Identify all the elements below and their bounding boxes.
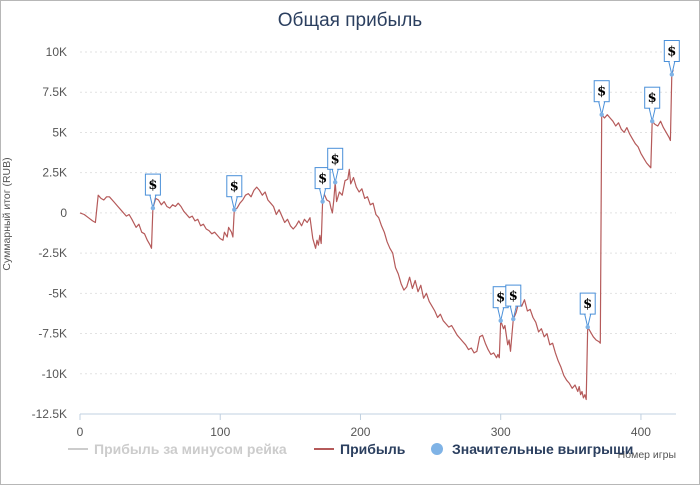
big-win-point: [498, 318, 503, 323]
flag-label: $: [583, 297, 592, 312]
big-win-point: [333, 180, 338, 185]
big-win-point: [511, 316, 516, 322]
y-tick-label: -5K: [48, 286, 67, 300]
x-tick-label: 100: [210, 425, 230, 439]
plot-area: [79, 69, 674, 401]
big-win-flag[interactable]: $: [579, 292, 596, 330]
flag-label: $: [648, 91, 657, 106]
big-win-point: [320, 199, 325, 204]
big-win-flag[interactable]: $: [644, 86, 661, 124]
big-win-flag[interactable]: $: [593, 80, 610, 117]
chart-title: Общая прибыль: [278, 10, 423, 31]
y-tick-label: 2.5K: [42, 166, 67, 180]
big-win-flag[interactable]: $: [327, 147, 344, 185]
y-tick-label: -2.5K: [38, 246, 67, 260]
x-tick-label: 200: [350, 425, 370, 439]
y-tick-label: -12.5K: [32, 407, 67, 421]
flag-label: $: [667, 45, 676, 60]
x-axis-ticks: 0 100 200 300 400: [77, 414, 651, 439]
legend-label-rake-free: Прибыль за минусом рейка: [94, 441, 287, 457]
big-win-point: [599, 112, 604, 117]
y-tick-label: 5K: [52, 125, 67, 139]
y-axis-title: Суммарный итог (RUB): [1, 157, 13, 270]
big-win-flag[interactable]: $: [226, 175, 243, 212]
legend: Прибыль за минусом рейка Прибыль Значите…: [68, 441, 633, 457]
y-tick-label: -7.5K: [38, 327, 67, 341]
flag-label: $: [230, 180, 239, 195]
big-win-point: [585, 324, 590, 330]
big-win-point: [650, 119, 655, 124]
big-win-point: [232, 207, 237, 212]
flag-label: $: [318, 172, 327, 187]
flag-label: $: [509, 289, 518, 304]
big-win-point: [150, 205, 156, 211]
legend-item-big-wins[interactable]: Значительные выигрыши: [431, 441, 633, 457]
big-win-point: [669, 72, 674, 77]
legend-label-profit: Прибыль: [340, 441, 406, 457]
big-win-flags: $ $ $ $ $ $ $ $ $ $: [144, 40, 680, 330]
x-tick-label: 300: [491, 425, 511, 439]
y-tick-label: 7.5K: [42, 85, 67, 99]
y-tick-label: 10K: [46, 45, 67, 59]
profit-line: [79, 69, 674, 401]
flag-label: $: [496, 291, 505, 306]
y-tick-label: -10K: [42, 367, 67, 381]
grid-lines: [80, 51, 676, 375]
big-win-flag[interactable]: $: [663, 40, 680, 77]
flag-label: $: [331, 152, 340, 167]
big-win-flag[interactable]: $: [492, 286, 509, 323]
x-tick-label: 0: [77, 425, 84, 439]
y-tick-label: 0: [60, 206, 67, 220]
big-win-flag[interactable]: $: [314, 167, 331, 204]
x-axis-title: Номер игры: [618, 449, 676, 461]
legend-label-big-wins: Значительные выигрыши: [452, 441, 633, 457]
flag-label: $: [597, 85, 606, 100]
flag-label: $: [148, 178, 157, 193]
legend-item-profit[interactable]: Прибыль: [314, 441, 406, 457]
y-axis-ticks: 10K 7.5K 5K 2.5K 0 -2.5K -5K -7.5K -10K -12.5K: [32, 45, 68, 421]
big-win-flag[interactable]: $: [505, 284, 522, 322]
x-tick-label: 400: [631, 425, 651, 439]
big-win-flag[interactable]: $: [144, 173, 161, 211]
legend-item-rake-free[interactable]: Прибыль за минусом рейка: [68, 441, 287, 457]
